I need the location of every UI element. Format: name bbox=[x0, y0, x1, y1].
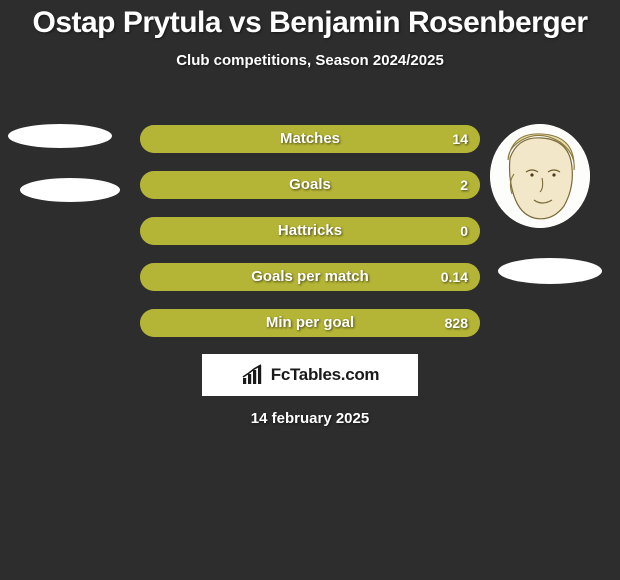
stat-row: Matches 14 bbox=[140, 125, 480, 153]
stat-row: Hattricks 0 bbox=[140, 217, 480, 245]
stat-row: Min per goal 828 bbox=[140, 309, 480, 337]
brand-text: FcTables.com bbox=[271, 365, 380, 385]
stat-label: Min per goal bbox=[140, 309, 480, 337]
player-left-ellipse-2 bbox=[20, 178, 120, 202]
stat-value-right: 0 bbox=[460, 217, 468, 245]
subtitle: Club competitions, Season 2024/2025 bbox=[0, 52, 620, 69]
bar-chart-icon bbox=[241, 364, 267, 386]
stat-value-right: 14 bbox=[452, 125, 468, 153]
player-right-ellipse bbox=[498, 258, 602, 284]
stat-value-right: 2 bbox=[460, 171, 468, 199]
date-text: 14 february 2025 bbox=[0, 410, 620, 427]
stat-label: Matches bbox=[140, 125, 480, 153]
stat-label: Hattricks bbox=[140, 217, 480, 245]
stat-label: Goals bbox=[140, 171, 480, 199]
stat-row: Goals 2 bbox=[140, 171, 480, 199]
player-left-ellipse-1 bbox=[8, 124, 112, 148]
page-title: Ostap Prytula vs Benjamin Rosenberger bbox=[0, 0, 620, 40]
stat-row: Goals per match 0.14 bbox=[140, 263, 480, 291]
stats-container: Matches 14 Goals 2 Hattricks 0 Goals per… bbox=[140, 125, 480, 355]
avatar-sketch-icon bbox=[490, 124, 590, 228]
stat-value-right: 828 bbox=[445, 309, 468, 337]
stat-label: Goals per match bbox=[140, 263, 480, 291]
player-right-avatar bbox=[490, 124, 590, 228]
brand-box: FcTables.com bbox=[202, 354, 418, 396]
stat-value-right: 0.14 bbox=[441, 263, 468, 291]
